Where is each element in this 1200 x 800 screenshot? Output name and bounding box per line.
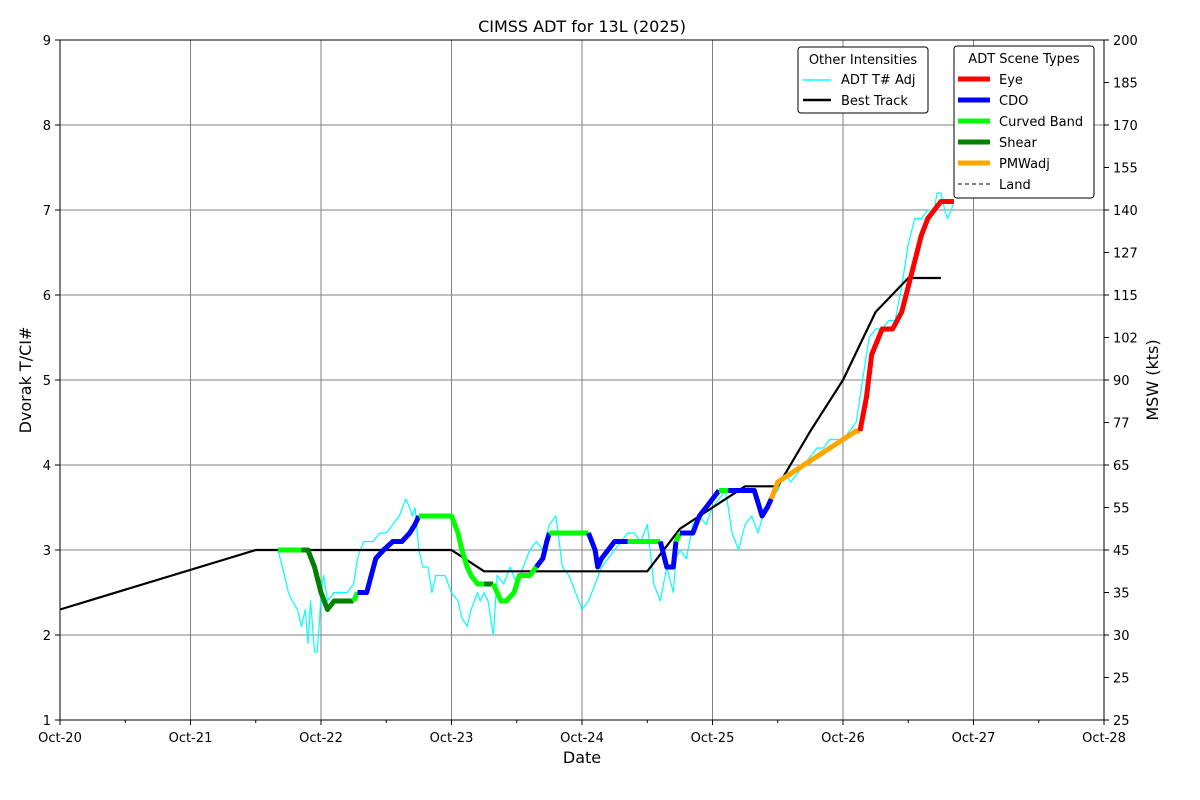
right-axis-ticks: 25 25 30 35 45 55 65 77 90 102 115 127 140 155 170 185 2… xyxy=(1104,34,1138,729)
legend-scene-types: ADT Scene Types Eye CDO Curved Band Shea… xyxy=(953,45,1095,199)
scene-segment-cdo xyxy=(679,488,721,536)
x-tick-label: Oct-22 xyxy=(299,731,343,746)
chart-title: CIMSS ADT for 13L (2025) xyxy=(478,17,686,36)
left-tick-label: 3 xyxy=(43,544,51,559)
right-tick-label: 25 xyxy=(1113,714,1130,729)
legend-title: Other Intensities xyxy=(809,53,918,68)
right-tick-label: 127 xyxy=(1113,247,1138,262)
right-tick-label: 90 xyxy=(1113,374,1130,389)
left-tick-label: 9 xyxy=(43,34,51,49)
right-tick-label: 115 xyxy=(1113,289,1138,304)
scene-segment-eye xyxy=(857,199,954,432)
legend-label-curved-band: Curved Band xyxy=(999,115,1083,130)
scene-segment-curved-band xyxy=(351,591,360,603)
right-tick-label: 30 xyxy=(1113,629,1130,644)
x-tick-label: Oct-23 xyxy=(430,731,474,746)
x-tick-label: Oct-21 xyxy=(169,731,213,746)
x-tick-label: Oct-20 xyxy=(38,731,82,746)
left-tick-label: 5 xyxy=(43,374,51,389)
left-tick-label: 1 xyxy=(43,714,51,729)
right-tick-label: 185 xyxy=(1113,77,1138,92)
right-tick-label: 45 xyxy=(1113,544,1130,559)
left-tick-label: 7 xyxy=(43,204,51,219)
right-tick-label: 102 xyxy=(1113,332,1138,347)
legend-title: ADT Scene Types xyxy=(968,52,1080,67)
plot-series xyxy=(59,192,955,653)
legend-label-pmwadj: PMWadj xyxy=(999,157,1050,172)
left-axis-title: Dvorak T/CI# xyxy=(16,327,35,434)
scene-segment-cdo xyxy=(728,488,774,519)
right-tick-label: 77 xyxy=(1113,417,1130,432)
right-tick-label: 155 xyxy=(1113,162,1138,177)
legend-label-eye: Eye xyxy=(999,73,1023,88)
scene-segment-curved-band xyxy=(673,531,683,543)
right-axis-title: MSW (kts) xyxy=(1143,339,1162,420)
scene-segment-cdo xyxy=(534,532,552,569)
legend-label-adt: ADT T# Adj xyxy=(841,73,915,88)
scene-segment-curved-band xyxy=(491,565,539,604)
left-tick-label: 6 xyxy=(43,289,51,304)
x-tick-label: Oct-25 xyxy=(691,731,735,746)
legend-other-intensities: Other Intensities ADT T# Adj Best Track xyxy=(797,46,929,114)
right-tick-label: 65 xyxy=(1113,459,1130,474)
left-tick-label: 2 xyxy=(43,629,51,644)
x-axis-ticks: Oct-20 Oct-21 Oct-22 Oct-23 Oct-24 Oct-25 Oct-… xyxy=(38,720,1126,746)
right-tick-label: 170 xyxy=(1113,119,1138,134)
legend-label-shear: Shear xyxy=(999,136,1037,151)
scene-segment-shear xyxy=(301,547,354,612)
legend-label-land: Land xyxy=(999,178,1031,193)
grid-lines xyxy=(60,40,1104,720)
plot-frame xyxy=(59,39,1105,721)
scene-segment-cdo xyxy=(657,540,679,570)
legend-label-best-track: Best Track xyxy=(841,94,908,109)
right-tick-label: 140 xyxy=(1113,204,1138,219)
scene-segment-cdo xyxy=(586,532,628,570)
legend-label-cdo: CDO xyxy=(999,94,1028,109)
left-axis-ticks: 1 2 3 4 5 6 7 8 9 xyxy=(43,34,60,729)
right-tick-label: 35 xyxy=(1113,587,1130,602)
right-tick-label: 200 xyxy=(1113,34,1138,49)
scene-segment-pmwadj xyxy=(768,428,860,500)
scene-segment-cdo xyxy=(357,514,422,595)
right-tick-label: 55 xyxy=(1113,502,1130,517)
left-tick-label: 4 xyxy=(43,459,51,474)
x-tick-label: Oct-27 xyxy=(952,731,996,746)
x-tick-label: Oct-24 xyxy=(560,731,604,746)
series-best-track xyxy=(59,276,941,611)
x-tick-label: Oct-26 xyxy=(821,731,865,746)
x-axis-title: Date xyxy=(563,748,601,767)
right-tick-label: 25 xyxy=(1113,672,1130,687)
x-tick-label: Oct-28 xyxy=(1082,731,1126,746)
left-tick-label: 8 xyxy=(43,119,51,134)
